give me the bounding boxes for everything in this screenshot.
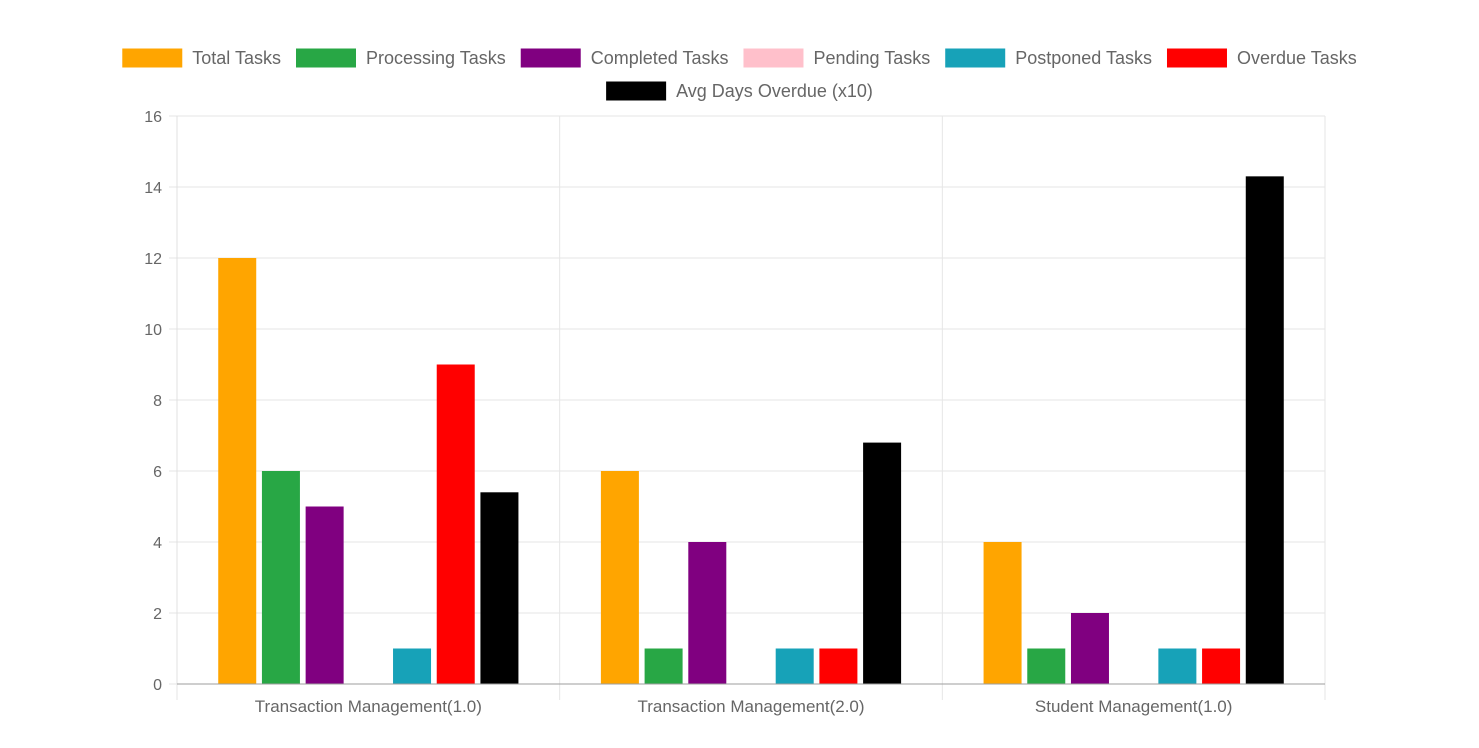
legend-label: Overdue Tasks	[1237, 48, 1357, 68]
bar-postponed-tasks-transaction-management-2-0[interactable]	[775, 648, 814, 685]
bar-completed-tasks-student-management-1-0[interactable]	[1070, 613, 1109, 684]
legend-swatch	[296, 48, 356, 68]
y-tick-label: 0	[153, 677, 162, 694]
bar-total-tasks-student-management-1-0[interactable]	[983, 542, 1022, 684]
y-tick-label: 14	[144, 180, 162, 197]
bar-avg-days-overdue-x10-transaction-management-1-0[interactable]	[480, 492, 519, 684]
y-tick-label: 16	[144, 109, 162, 126]
x-tick-label: Student Management(1.0)	[1035, 697, 1233, 716]
legend: Total Tasks Processing Tasks Completed Tas…	[122, 48, 1357, 101]
legend-swatch	[122, 48, 183, 68]
y-tick-label: 4	[153, 535, 162, 552]
bar-completed-tasks-transaction-management-1-0[interactable]	[305, 506, 344, 685]
bar-processing-tasks-student-management-1-0[interactable]	[1027, 648, 1066, 685]
x-axis: Transaction Management(1.0) Transaction M…	[177, 683, 1325, 716]
y-tick-label: 6	[153, 464, 162, 481]
legend-item-processing-tasks[interactable]: Processing Tasks	[296, 48, 506, 68]
bar-total-tasks-transaction-management-2-0[interactable]	[600, 471, 639, 684]
legend-label: Completed Tasks	[591, 48, 729, 68]
legend-item-completed-tasks[interactable]: Completed Tasks	[520, 48, 729, 68]
legend-label: Total Tasks	[192, 48, 281, 68]
legend-item-total-tasks[interactable]: Total Tasks	[122, 48, 281, 68]
y-tick-label: 8	[153, 393, 162, 410]
y-tick-label: 2	[153, 606, 162, 623]
legend-swatch	[945, 48, 1006, 68]
legend-label: Avg Days Overdue (x10)	[676, 81, 873, 101]
legend-swatch	[520, 48, 581, 68]
bar-postponed-tasks-student-management-1-0[interactable]	[1158, 648, 1197, 685]
legend-item-postponed-tasks[interactable]: Postponed Tasks	[945, 48, 1152, 68]
bar-avg-days-overdue-x10-transaction-management-2-0[interactable]	[863, 442, 902, 684]
y-axis: 0 2 4 6 8 10 12 14 16	[144, 109, 178, 694]
grid-lines	[169, 115, 1326, 700]
legend-label: Processing Tasks	[366, 48, 506, 68]
bar-avg-days-overdue-x10-student-management-1-0[interactable]	[1245, 176, 1284, 684]
bar-completed-tasks-transaction-management-2-0[interactable]	[688, 542, 727, 684]
legend-label: Pending Tasks	[813, 48, 930, 68]
legend-swatch	[1166, 48, 1227, 68]
x-tick-label: Transaction Management(2.0)	[637, 697, 864, 716]
bar-processing-tasks-transaction-management-2-0[interactable]	[644, 648, 683, 685]
legend-swatch	[606, 81, 667, 101]
legend-item-pending-tasks[interactable]: Pending Tasks	[743, 48, 930, 68]
bar-overdue-tasks-transaction-management-2-0[interactable]	[819, 648, 858, 685]
bar-overdue-tasks-student-management-1-0[interactable]	[1202, 648, 1241, 685]
legend-label: Postponed Tasks	[1015, 48, 1152, 68]
bar-processing-tasks-transaction-management-1-0[interactable]	[261, 471, 300, 684]
y-tick-label: 12	[144, 251, 162, 268]
bar-postponed-tasks-transaction-management-1-0[interactable]	[393, 648, 432, 685]
bar-overdue-tasks-transaction-management-1-0[interactable]	[436, 364, 475, 685]
legend-item-overdue-tasks[interactable]: Overdue Tasks	[1166, 48, 1357, 68]
legend-item-avg-days-overdue-x10[interactable]: Avg Days Overdue (x10)	[606, 81, 873, 101]
y-tick-label: 10	[144, 322, 162, 339]
x-tick-label: Transaction Management(1.0)	[255, 697, 482, 716]
bar-total-tasks-transaction-management-1-0[interactable]	[218, 258, 257, 684]
legend-swatch	[743, 48, 804, 68]
bars	[218, 176, 1284, 684]
